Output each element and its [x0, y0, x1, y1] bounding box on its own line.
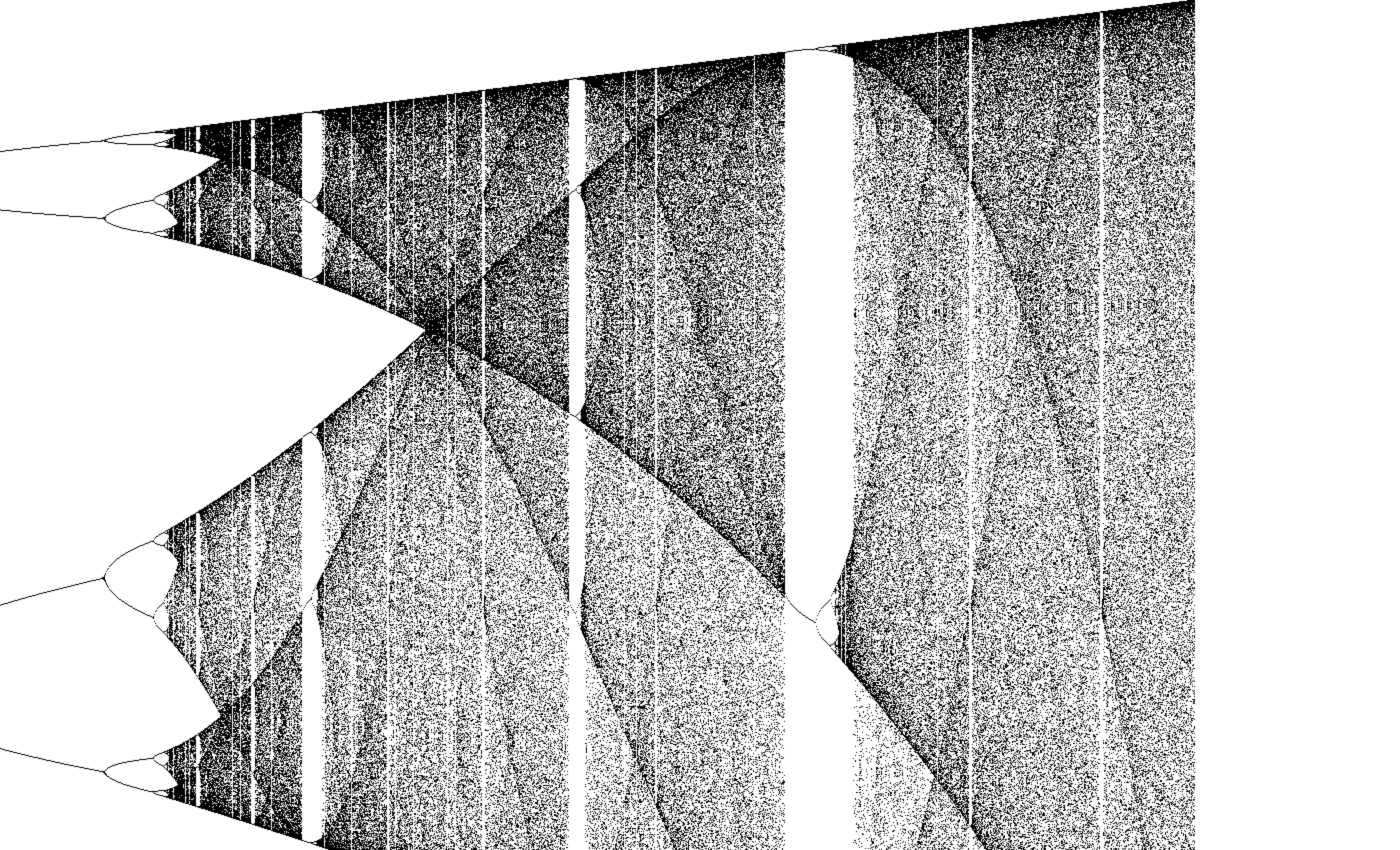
bifurcation-diagram-plot [0, 0, 1400, 850]
bifurcation-diagram-stage [0, 0, 1400, 850]
